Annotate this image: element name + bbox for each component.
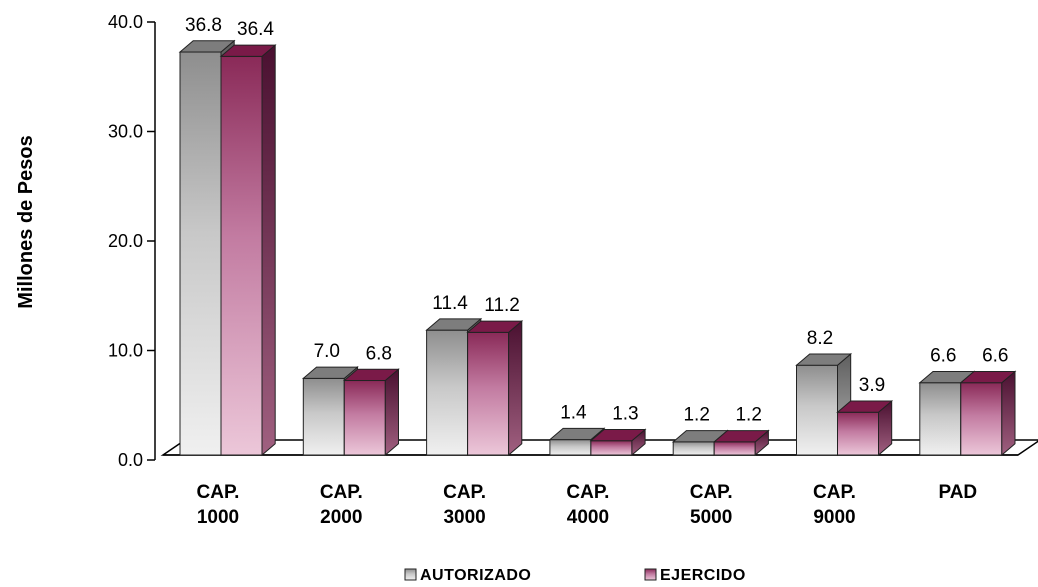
- bar: [466, 320, 524, 457]
- y-tick-label: 30.0: [108, 122, 143, 142]
- bar: [589, 428, 647, 457]
- data-label: 11.4: [432, 293, 468, 314]
- bar-front: [179, 51, 222, 456]
- bar-top: [795, 353, 853, 366]
- x-tick-label: CAP. 3000: [443, 482, 486, 528]
- y-tick-label: 10.0: [108, 341, 143, 361]
- bar-side: [1001, 370, 1016, 457]
- bar-front: [960, 382, 1003, 456]
- bar: [342, 368, 400, 457]
- bar-top: [425, 318, 483, 331]
- bar-top: [178, 40, 236, 53]
- bar-side: [261, 44, 276, 457]
- bar-front: [549, 439, 592, 456]
- bar-top: [548, 427, 606, 441]
- bar-top: [219, 44, 277, 57]
- bar-front: [590, 440, 633, 456]
- bar-top: [589, 429, 647, 442]
- y-tick-label: 20.0: [108, 231, 143, 251]
- bar: [219, 44, 277, 457]
- data-label: 7.0: [314, 341, 340, 362]
- data-label: 1.4: [560, 402, 587, 423]
- x-tick-label: CAP. 4000: [566, 482, 609, 528]
- legend-label: AUTORIZADO: [420, 567, 531, 584]
- data-label: 6.6: [982, 345, 1008, 366]
- data-label: 36.8: [185, 15, 222, 36]
- y-axis-title: Millones de Pesos: [15, 135, 37, 308]
- x-tick-label: CAP. 9000: [813, 482, 856, 528]
- y-axis: 0.0 10.0 20.0 30.0 40.0: [108, 12, 156, 470]
- bar-top: [836, 400, 894, 413]
- bar: [959, 370, 1017, 457]
- x-tick-label: CAP. 5000: [690, 482, 733, 528]
- bar-top: [466, 320, 524, 333]
- bar: [712, 429, 770, 457]
- legend: AUTORIZADO EJERCIDO: [404, 567, 746, 584]
- bar-side: [508, 320, 523, 457]
- legend-swatch: [404, 568, 417, 581]
- bar-front: [426, 329, 469, 456]
- bar-front: [672, 441, 715, 456]
- bar-side: [384, 368, 399, 457]
- bar-top: [959, 370, 1017, 384]
- data-labels: 36.8 36.4 7.0 6.8 11.4 11.2 1.4 1.3 1.2 1.2 8.2 3.9…: [185, 15, 1009, 426]
- data-label: 6.6: [930, 345, 956, 366]
- bar: [836, 399, 894, 457]
- data-label: 1.3: [612, 404, 638, 425]
- bar-front: [467, 331, 510, 456]
- bar-top: [342, 368, 400, 382]
- data-label: 36.4: [237, 19, 274, 40]
- data-label: 11.2: [484, 295, 520, 316]
- legend-item: EJERCIDO: [644, 567, 746, 584]
- bar-front: [302, 377, 345, 456]
- data-label: 8.2: [807, 328, 833, 349]
- x-tick-label: PAD: [938, 482, 977, 503]
- data-label: 6.8: [366, 343, 392, 364]
- bar-front: [796, 364, 838, 456]
- bar-top: [301, 366, 359, 379]
- bars: [178, 39, 1017, 457]
- x-tick-label: CAP. 1000: [197, 482, 240, 528]
- y-tick-label: 40.0: [108, 12, 143, 32]
- bar-top: [712, 430, 770, 443]
- legend-swatch: [644, 568, 657, 581]
- x-axis-labels: CAP. 1000 CAP. 2000 CAP. 3000 CAP. 4000 CAP. 5000…: [197, 482, 978, 528]
- data-label: 1.2: [683, 405, 709, 426]
- legend-item: AUTORIZADO: [404, 567, 531, 584]
- bar-front: [919, 382, 962, 456]
- legend-label: EJERCIDO: [660, 567, 746, 584]
- x-tick-label: CAP. 2000: [320, 482, 363, 528]
- bar-front: [343, 380, 386, 456]
- y-tick-label: 0.0: [118, 450, 143, 470]
- bar-front: [713, 441, 756, 456]
- data-label: 3.9: [859, 375, 885, 396]
- bar-front: [837, 411, 879, 456]
- bar-front: [220, 55, 263, 456]
- data-label: 1.2: [735, 405, 761, 426]
